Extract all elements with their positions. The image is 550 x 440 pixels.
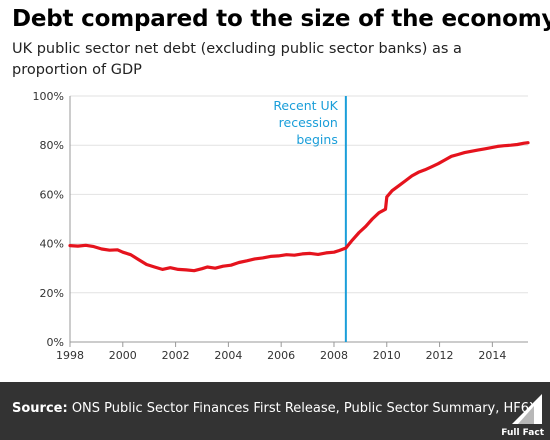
x-tick-label: 2004 <box>214 349 242 362</box>
annotation-text: Recent UK <box>273 98 338 113</box>
y-tick-label: 80% <box>40 139 64 152</box>
x-tick-label: 2014 <box>478 349 506 362</box>
y-tick-label: 40% <box>40 238 64 251</box>
line-chart: 0% 20% 40% 60% 80% 100% 1998 2000 2002 2004 2006 20… <box>33 90 530 362</box>
source-text: ONS Public Sector Finances First Release… <box>71 401 538 416</box>
annotation-text: begins <box>296 132 337 147</box>
y-tick-label: 100% <box>33 90 64 103</box>
x-tick-label: 1998 <box>56 349 84 362</box>
source-note: Source: ONS Public Sector Finances First… <box>12 401 538 416</box>
footer-bar: Source: ONS Public Sector Finances First… <box>0 382 550 440</box>
source-label: Source: <box>12 401 68 416</box>
debt-series-line <box>68 141 530 273</box>
y-tick-label: 20% <box>40 287 64 300</box>
y-tick-label: 0% <box>47 336 64 349</box>
full-fact-logo-icon <box>512 394 542 424</box>
chart-title: Debt compared to the size of the economy <box>12 6 550 32</box>
x-tick-label: 2012 <box>426 349 454 362</box>
y-tick-label: 60% <box>40 188 64 201</box>
annotation-text: recession <box>279 115 338 130</box>
x-tick-label: 2000 <box>109 349 137 362</box>
logo-text: Full Fact <box>501 428 544 438</box>
x-tick-label: 2002 <box>162 349 190 362</box>
x-tick-label: 2008 <box>320 349 348 362</box>
x-tick-label: 2010 <box>373 349 401 362</box>
x-tick-label: 2006 <box>267 349 295 362</box>
chart-subtitle: UK public sector net debt (excluding pub… <box>12 41 462 78</box>
